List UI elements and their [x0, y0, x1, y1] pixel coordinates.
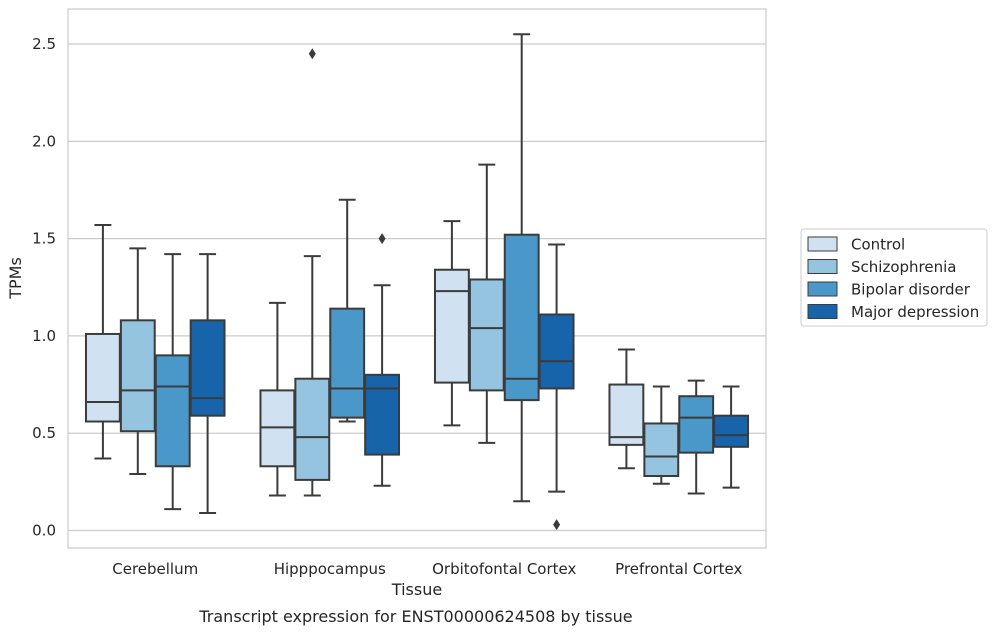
box-iqr	[643, 422, 680, 478]
box-schizophrenia	[294, 48, 331, 497]
box-bipolar-disorder	[503, 33, 540, 503]
y-axis-ticks: 0.0 0.5 1.0 1.5 2.0 2.5	[32, 35, 56, 539]
x-tick-label: Hipppocampus	[274, 560, 386, 578]
outlier-point	[308, 48, 316, 60]
box-iqr	[678, 395, 715, 454]
box-iqr	[84, 332, 121, 423]
box-schizophrenia	[119, 247, 156, 476]
x-axis-label: Tissue	[391, 580, 442, 599]
box-major-depression	[364, 233, 401, 487]
box-control	[259, 301, 296, 497]
plot-area	[84, 33, 750, 531]
box-bipolar-disorder	[329, 198, 366, 423]
x-axis-ticks: Cerebellum Hipppocampus Orbitofontal Corte…	[112, 560, 742, 578]
box-major-depression	[538, 243, 575, 531]
box-major-depression	[713, 385, 750, 489]
chart-caption: Transcript expression for ENST0000062450…	[198, 607, 632, 626]
box-iqr	[433, 268, 470, 384]
legend-swatch	[807, 304, 838, 319]
box-iqr	[119, 319, 156, 433]
box-control	[84, 223, 121, 460]
legend-swatch	[807, 259, 838, 274]
outlier-point	[378, 233, 386, 245]
box-iqr	[364, 373, 401, 456]
box-bipolar-disorder	[678, 379, 715, 495]
y-tick-label: 1.0	[32, 327, 56, 345]
box-major-depression	[189, 253, 226, 514]
y-tick-label: 1.5	[32, 230, 56, 248]
plot-frame	[67, 8, 767, 549]
box-schizophrenia	[468, 163, 505, 444]
outlier-point	[553, 519, 561, 531]
y-axis-label: TPMs	[6, 257, 25, 300]
legend-label: Schizophrenia	[851, 258, 956, 276]
box-bipolar-disorder	[154, 253, 191, 511]
x-tick-label: Orbitofontal Cortex	[432, 560, 576, 578]
legend-swatch	[807, 236, 838, 252]
box-iqr	[294, 377, 331, 481]
box-iqr	[329, 307, 366, 419]
y-tick-label: 2.5	[32, 35, 56, 53]
legend-label: Major depression	[851, 303, 979, 321]
legend-label: Bipolar disorder	[851, 281, 971, 299]
y-tick-label: 2.0	[32, 132, 56, 150]
x-tick-label: Cerebellum	[112, 560, 198, 578]
box-schizophrenia	[643, 385, 680, 485]
box-control	[433, 220, 470, 427]
y-tick-label: 0.5	[32, 424, 56, 442]
box-iqr	[154, 354, 191, 468]
box-iqr	[608, 383, 645, 446]
box-iqr	[189, 319, 226, 417]
legend-swatch	[807, 281, 838, 297]
legend: Control Schizophrenia Bipolar disorder Majo…	[800, 228, 988, 327]
x-tick-label: Prefrontal Cortex	[615, 560, 742, 578]
box-iqr	[713, 414, 750, 448]
legend-frame	[800, 228, 988, 327]
box-iqr	[468, 278, 505, 392]
y-tick-label: 0.0	[32, 521, 56, 539]
legend-label: Control	[851, 236, 905, 254]
box-iqr	[538, 313, 575, 390]
box-iqr	[503, 233, 540, 402]
box-control	[608, 348, 645, 470]
